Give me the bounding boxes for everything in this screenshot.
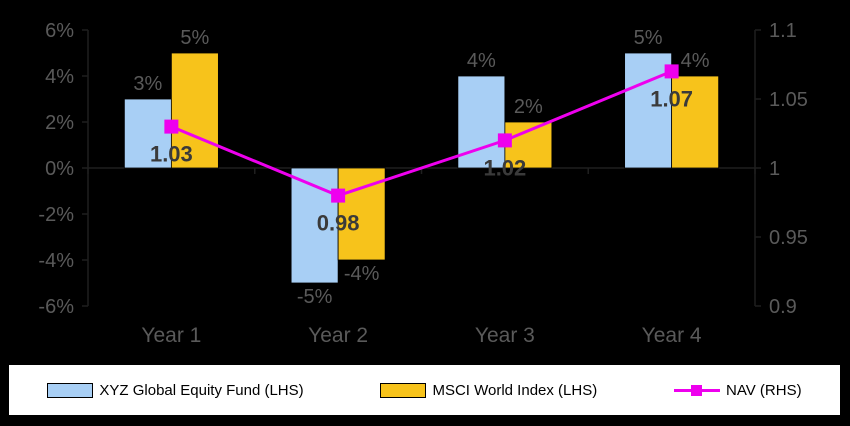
nav-point-marker xyxy=(331,188,346,203)
right-tick-label: 1.05 xyxy=(769,89,808,111)
bar-value-label: 5% xyxy=(180,27,209,49)
nav-value-label: 1.02 xyxy=(483,155,526,180)
left-tick-label: -4% xyxy=(38,250,74,272)
left-tick-label: -2% xyxy=(38,204,74,226)
left-tick-label: -6% xyxy=(38,296,74,318)
left-tick-label: 6% xyxy=(45,20,74,42)
bar xyxy=(671,75,720,169)
bar xyxy=(170,52,219,169)
legend-swatch-fund xyxy=(47,382,94,398)
bar-value-label: 5% xyxy=(634,27,663,49)
bar xyxy=(123,98,172,169)
nav-value-label: 1.07 xyxy=(650,86,693,111)
bar-value-label: 3% xyxy=(133,73,162,95)
bar-value-label: 2% xyxy=(514,96,543,118)
legend-label-fund: XYZ Global Equity Fund (LHS) xyxy=(99,381,304,399)
nav-point-marker xyxy=(164,119,179,134)
legend-item-nav: NAV (RHS) xyxy=(674,382,802,399)
nav-value-label: 0.98 xyxy=(317,211,360,236)
right-tick-label: 0.95 xyxy=(769,227,808,249)
legend-item-fund: XYZ Global Equity Fund (LHS) xyxy=(47,381,304,399)
data-labels: 3% -5% 4% 5% 5% -4% 2% 4% 1.03 0.98 1.02 1.07 xyxy=(133,27,709,308)
bar xyxy=(624,52,673,169)
legend-swatch-nav xyxy=(674,384,721,397)
nav-line xyxy=(164,64,679,203)
left-tick-label: 2% xyxy=(45,112,74,134)
legend-swatch-index xyxy=(380,382,427,398)
chart-axes: 6% 4% 2% 0% -2% -4% -6% 1.1 1.05 1 0.95 0.9 Year 1 Ye… xyxy=(38,20,808,347)
bar-value-label: 4% xyxy=(467,50,496,72)
x-tick-label: Year 2 xyxy=(308,324,368,347)
x-tick-label: Year 3 xyxy=(475,324,535,347)
nav-point-marker xyxy=(664,64,679,79)
bar-value-label: 4% xyxy=(681,50,710,72)
x-tick-label: Year 4 xyxy=(642,324,702,347)
bar-value-label: -5% xyxy=(297,286,333,308)
legend-item-index: MSCI World Index (LHS) xyxy=(380,382,597,399)
nav-point-marker xyxy=(497,133,512,148)
right-tick-label: 1 xyxy=(769,158,780,180)
left-tick-label: 0% xyxy=(45,158,74,180)
nav-value-label: 1.03 xyxy=(150,142,193,167)
nav-series-line xyxy=(170,70,673,198)
right-tick-label: 1.1 xyxy=(769,20,797,42)
right-tick-label: 0.9 xyxy=(769,296,797,318)
legend-label-index: MSCI World Index (LHS) xyxy=(432,381,598,399)
legend-label-nav: NAV (RHS) xyxy=(726,381,802,399)
legend: XYZ Global Equity Fund (LHS) MSCI World … xyxy=(9,365,840,415)
chart-bars xyxy=(123,52,720,284)
left-tick-label: 4% xyxy=(45,66,74,88)
x-tick-label: Year 1 xyxy=(141,324,201,347)
bar-value-label: -4% xyxy=(344,263,380,285)
